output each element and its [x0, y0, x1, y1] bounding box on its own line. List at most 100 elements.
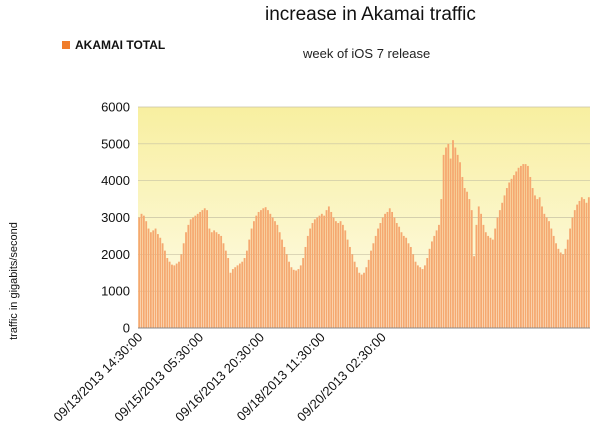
bar — [210, 232, 213, 328]
bar — [344, 230, 347, 328]
bar — [248, 239, 251, 328]
bar — [442, 154, 445, 328]
bar — [461, 176, 464, 328]
bar — [245, 250, 248, 328]
y-tick-label: 3000 — [101, 210, 130, 225]
bar — [264, 207, 267, 328]
bar — [159, 237, 162, 328]
bar — [466, 191, 468, 328]
bar — [477, 206, 480, 328]
bar — [498, 210, 501, 328]
y-tick-label: 6000 — [101, 100, 130, 115]
bar — [583, 199, 586, 328]
bar — [576, 204, 579, 328]
bar — [520, 165, 522, 328]
bar — [562, 254, 564, 328]
bar — [365, 267, 368, 328]
bar — [482, 224, 485, 328]
bar — [407, 243, 410, 328]
bar — [484, 232, 487, 328]
bar — [524, 164, 527, 328]
bar — [140, 213, 143, 328]
chart-subtitle: week of iOS 7 release — [303, 46, 431, 61]
bar — [440, 199, 443, 328]
bar — [269, 213, 272, 328]
bar — [156, 234, 159, 328]
bar — [196, 213, 199, 328]
y-tick-label: 5000 — [101, 136, 130, 151]
bar — [281, 239, 283, 328]
bar — [154, 228, 157, 328]
legend: AKAMAI TOTAL — [62, 38, 165, 52]
bar — [543, 213, 546, 328]
bar — [173, 265, 176, 328]
bar — [416, 265, 419, 328]
bar — [309, 228, 312, 328]
bar — [559, 252, 562, 328]
bar — [255, 215, 258, 328]
bar — [353, 261, 356, 328]
bar — [356, 267, 358, 328]
bar — [192, 217, 194, 328]
bar — [306, 235, 309, 328]
bar — [412, 254, 415, 328]
bar — [224, 250, 227, 328]
bar — [398, 226, 401, 328]
legend-label-akamai-total: AKAMAI TOTAL — [75, 38, 166, 52]
bar — [580, 197, 583, 328]
bar — [147, 228, 150, 328]
bar — [274, 221, 276, 328]
y-tick-label: 2000 — [101, 247, 130, 262]
bar — [456, 154, 459, 328]
bar — [213, 230, 216, 328]
bar — [304, 246, 307, 328]
bar — [318, 215, 321, 328]
bar — [510, 178, 513, 328]
bar — [463, 188, 466, 328]
bar — [381, 217, 384, 328]
bar — [290, 267, 293, 328]
legend-swatch-akamai-total — [62, 41, 70, 49]
bar — [297, 269, 300, 328]
bar — [459, 162, 461, 328]
bar — [503, 195, 506, 328]
bar — [199, 211, 201, 328]
bar — [421, 269, 424, 328]
bar — [332, 217, 335, 328]
bar — [227, 258, 230, 328]
bar — [166, 258, 169, 328]
bar — [431, 241, 433, 328]
bar — [311, 223, 314, 328]
bar — [388, 208, 391, 328]
bar — [538, 197, 541, 328]
bar — [288, 261, 290, 328]
bar — [508, 182, 511, 328]
bar — [175, 263, 178, 328]
bar — [161, 243, 164, 328]
bar — [379, 223, 382, 328]
bar — [330, 211, 333, 328]
bar — [346, 239, 349, 328]
bar — [351, 254, 354, 328]
bar — [238, 263, 241, 328]
bar — [391, 211, 394, 328]
bar — [250, 228, 253, 328]
bar — [522, 164, 525, 328]
bar — [222, 243, 225, 328]
bar — [203, 208, 206, 328]
bar — [505, 188, 508, 328]
bar — [316, 217, 319, 328]
bar — [426, 258, 429, 328]
bar — [527, 165, 529, 328]
bar — [276, 224, 279, 328]
bar — [327, 206, 330, 328]
bar — [587, 197, 590, 328]
y-tick-label: 1000 — [101, 284, 130, 299]
bar — [423, 265, 426, 328]
bar — [475, 224, 478, 328]
bar — [189, 219, 192, 328]
bar — [529, 176, 532, 328]
bar — [541, 206, 543, 328]
bar — [400, 232, 403, 328]
